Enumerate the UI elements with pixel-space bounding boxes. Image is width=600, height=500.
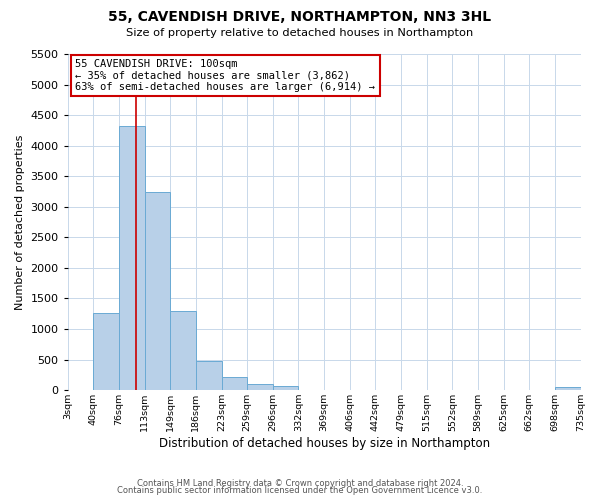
Bar xyxy=(119,126,145,390)
Text: Contains HM Land Registry data © Crown copyright and database right 2024.: Contains HM Land Registry data © Crown c… xyxy=(137,478,463,488)
Bar xyxy=(555,387,581,390)
Text: 55 CAVENDISH DRIVE: 100sqm
← 35% of detached houses are smaller (3,862)
63% of s: 55 CAVENDISH DRIVE: 100sqm ← 35% of deta… xyxy=(76,59,376,92)
Bar xyxy=(221,376,247,390)
Text: 55, CAVENDISH DRIVE, NORTHAMPTON, NN3 3HL: 55, CAVENDISH DRIVE, NORTHAMPTON, NN3 3H… xyxy=(109,10,491,24)
Bar xyxy=(170,312,196,390)
Bar xyxy=(196,361,221,390)
Bar xyxy=(247,384,273,390)
Bar xyxy=(273,386,298,390)
Y-axis label: Number of detached properties: Number of detached properties xyxy=(15,134,25,310)
Text: Contains public sector information licensed under the Open Government Licence v3: Contains public sector information licen… xyxy=(118,486,482,495)
X-axis label: Distribution of detached houses by size in Northampton: Distribution of detached houses by size … xyxy=(158,437,490,450)
Text: Size of property relative to detached houses in Northampton: Size of property relative to detached ho… xyxy=(127,28,473,38)
Bar xyxy=(145,192,170,390)
Bar xyxy=(94,312,119,390)
